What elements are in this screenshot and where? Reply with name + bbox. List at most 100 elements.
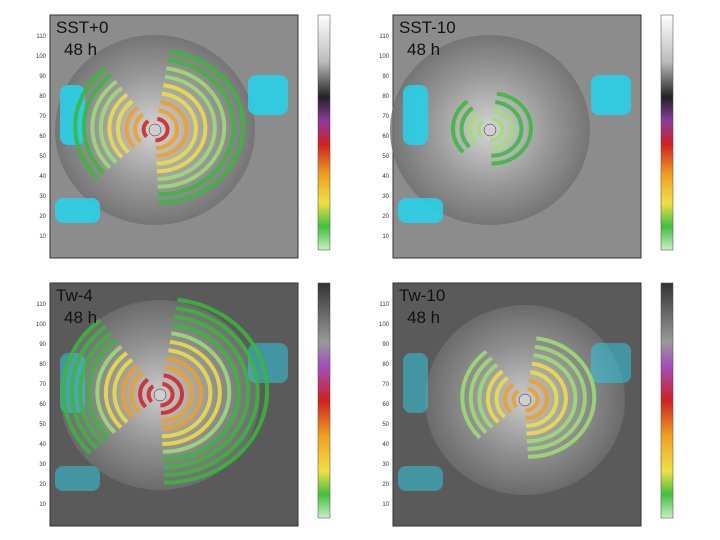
y-axis-label: 90 xyxy=(382,74,389,80)
colorbar xyxy=(317,14,331,251)
y-axis-label: 20 xyxy=(39,214,46,220)
y-axis-label: 50 xyxy=(39,154,46,160)
y-axis-label: 110 xyxy=(36,302,46,308)
y-axis-label: 70 xyxy=(39,382,46,388)
y-axis-label: 100 xyxy=(36,54,47,60)
y-axis-label: 90 xyxy=(382,342,389,348)
y-axis-label: 30 xyxy=(39,462,46,468)
y-axis-label: 110 xyxy=(379,302,389,308)
rain-band xyxy=(485,361,568,436)
rain-band xyxy=(477,352,578,444)
y-axis-label: 80 xyxy=(39,94,46,100)
panel-time: 48 h xyxy=(64,40,97,59)
y-axis-label: 90 xyxy=(39,74,46,80)
y-axis-label: 30 xyxy=(382,194,389,200)
colorbar xyxy=(317,282,331,519)
rain-band xyxy=(468,344,587,452)
rain-band xyxy=(78,314,251,470)
panel-label: SST+0 xyxy=(56,18,108,37)
y-axis-label: 20 xyxy=(39,482,46,488)
clear-region xyxy=(248,75,288,115)
rain-band xyxy=(459,99,524,158)
y-axis-label: 90 xyxy=(39,342,46,348)
y-axis-label: 20 xyxy=(382,482,389,488)
y-axis-label: 80 xyxy=(39,362,46,368)
y-axis-label: 10 xyxy=(39,234,46,240)
rain-band xyxy=(103,339,222,447)
rain-band xyxy=(61,297,270,485)
y-axis-label: 70 xyxy=(382,382,389,388)
rain-band xyxy=(476,116,505,143)
rain-band xyxy=(81,57,236,197)
y-axis-label: 50 xyxy=(39,422,46,428)
rain-band xyxy=(460,335,597,459)
y-axis-label: 30 xyxy=(39,194,46,200)
y-axis-label: 110 xyxy=(379,34,389,40)
map-panel: 110 100 90 80 70 60 50 40 30 20 10 Tw-10 48 h xyxy=(379,282,674,527)
rain-band xyxy=(95,330,232,454)
y-axis-label: 70 xyxy=(39,114,46,120)
clear-region xyxy=(55,198,100,223)
y-axis-label: 40 xyxy=(382,174,389,180)
panel-label: Tw-4 xyxy=(56,286,93,305)
y-axis-label: 100 xyxy=(379,54,390,60)
y-axis-label: 80 xyxy=(382,362,389,368)
rain-band xyxy=(69,305,260,477)
clear-region xyxy=(55,466,100,491)
clear-region xyxy=(403,353,428,413)
panel-time: 48 h xyxy=(64,308,97,327)
map-panel: 110 100 90 80 70 60 50 40 30 20 10 SST-10 48 h xyxy=(379,14,674,259)
clear-region xyxy=(591,343,631,383)
y-axis-label: 10 xyxy=(382,502,389,508)
eye xyxy=(148,123,162,137)
eye xyxy=(518,393,532,407)
y-axis-label: 50 xyxy=(382,154,389,160)
rain-band xyxy=(494,369,559,428)
y-axis-label: 40 xyxy=(382,442,389,448)
clear-region xyxy=(403,85,428,145)
panel-time: 48 h xyxy=(407,308,440,327)
rain-band xyxy=(73,49,246,205)
rain-band xyxy=(112,347,213,439)
rain-band xyxy=(98,74,217,182)
eye xyxy=(153,388,167,402)
rain-band xyxy=(138,373,185,416)
y-axis-label: 100 xyxy=(36,322,47,328)
panel-label: SST-10 xyxy=(399,18,456,37)
y-axis-label: 40 xyxy=(39,174,46,180)
y-axis-label: 20 xyxy=(382,214,389,220)
y-axis-label: 60 xyxy=(39,134,46,140)
clear-region xyxy=(591,75,631,115)
clear-region xyxy=(398,198,443,223)
rain-band xyxy=(146,381,175,408)
y-axis-label: 80 xyxy=(382,94,389,100)
y-axis-label: 40 xyxy=(39,442,46,448)
y-axis-label: 10 xyxy=(382,234,389,240)
map-panel: 110 100 90 80 70 60 50 40 30 20 10 SST+0 48 h xyxy=(36,14,331,259)
rain-band xyxy=(503,378,550,421)
y-axis-label: 70 xyxy=(382,114,389,120)
rain-band xyxy=(124,99,189,158)
y-axis-label: 100 xyxy=(379,322,390,328)
rain-band xyxy=(133,108,180,151)
panel-time: 48 h xyxy=(407,40,440,59)
rain-band xyxy=(511,386,540,413)
y-axis-label: 60 xyxy=(39,402,46,408)
panel-label: Tw-10 xyxy=(399,286,445,305)
eye xyxy=(483,123,497,137)
rain-band xyxy=(450,91,533,166)
y-axis-label: 60 xyxy=(382,134,389,140)
rain-band xyxy=(468,108,515,151)
y-axis-label: 10 xyxy=(39,502,46,508)
colorbar xyxy=(660,282,674,519)
rain-band xyxy=(107,82,208,174)
rain-band xyxy=(115,91,198,166)
clear-region xyxy=(398,466,443,491)
y-axis-label: 50 xyxy=(382,422,389,428)
rain-band xyxy=(141,116,170,143)
y-axis-label: 110 xyxy=(36,34,46,40)
rain-band xyxy=(120,356,203,431)
y-axis-label: 30 xyxy=(382,462,389,468)
